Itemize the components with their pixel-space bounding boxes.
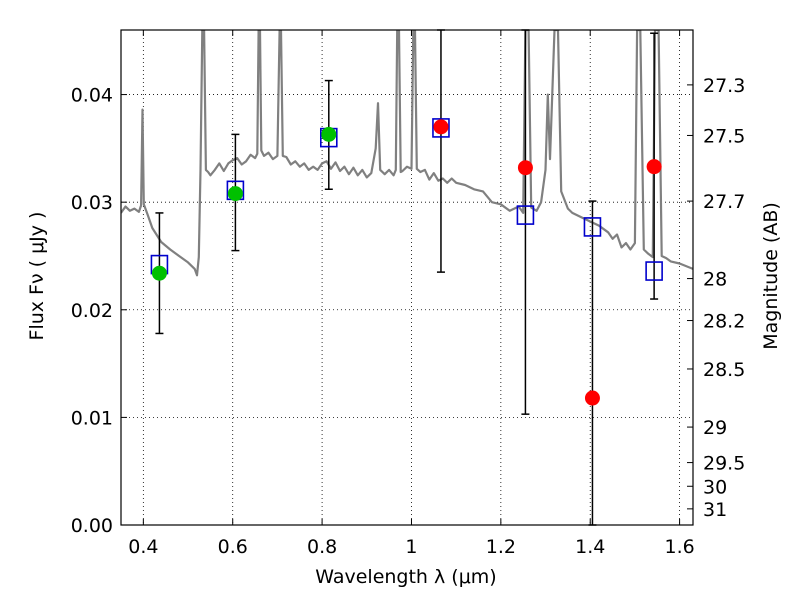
right-tick-label: 28.5 — [703, 359, 745, 381]
observed-circle-marker — [584, 390, 600, 406]
y-tick-label: 0.00 — [71, 515, 113, 537]
x-tick-label: 1.2 — [486, 536, 516, 558]
right-tick-label: 30 — [703, 476, 727, 498]
y-tick-label: 0.04 — [71, 85, 113, 107]
right-tick-label: 29.5 — [703, 453, 745, 475]
x-tick-label: 1 — [405, 536, 417, 558]
right-tick-label: 27.3 — [703, 75, 745, 97]
model-square-marker — [645, 261, 663, 281]
x-tick-label: 0.4 — [128, 536, 158, 558]
y-tick-label: 0.03 — [71, 192, 113, 214]
model-spectrum — [121, 30, 693, 277]
plot-frame — [120, 29, 694, 526]
right-tick-label: 27.7 — [703, 191, 745, 213]
y-axis-label: Flux Fν ( μJy ) — [26, 212, 48, 341]
x-tick-label: 1.6 — [664, 536, 694, 558]
right-axis-label: Magnitude (AB) — [760, 202, 782, 350]
photometry-markers — [150, 118, 663, 406]
observed-circle-marker — [227, 186, 243, 202]
x-tick-label: 0.6 — [218, 536, 248, 558]
x-tick-label: 0.8 — [307, 536, 337, 558]
observed-circle-marker — [321, 126, 337, 142]
model-square-marker — [516, 205, 535, 225]
y-tick-label: 0.02 — [71, 300, 113, 322]
error-bars — [155, 29, 659, 526]
right-tick-label: 29 — [703, 417, 727, 439]
model-square-marker — [583, 217, 602, 237]
observed-circle-marker — [517, 160, 533, 176]
x-axis-label: Wavelength λ (μm) — [315, 566, 496, 588]
x-tick-label: 1.4 — [575, 536, 605, 558]
right-tick-label: 28.2 — [703, 311, 745, 333]
observed-circle-marker — [433, 119, 449, 135]
right-tick-label: 27.5 — [703, 125, 745, 147]
right-tick-label: 28 — [703, 269, 727, 291]
observed-circle-marker — [646, 159, 662, 175]
right-tick-label: 31 — [703, 499, 727, 521]
axis-ticks: 0.4 0.6 0.8 1 1.2 1.4 1.6 0.00 0.01 0.02 0.03 0.04 2… — [71, 30, 745, 558]
spectrum-line — [121, 30, 693, 277]
grid-lines — [121, 30, 693, 526]
model-square-marker — [432, 118, 450, 138]
observed-circle-marker — [151, 265, 167, 281]
y-tick-label: 0.01 — [71, 407, 113, 429]
